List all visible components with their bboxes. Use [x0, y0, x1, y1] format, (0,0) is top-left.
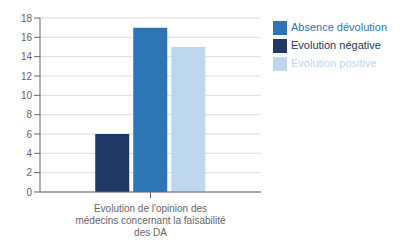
html-text:Evolution positive: Evolution positive — [291, 57, 377, 69]
html-text:Absence dévolution: Absence dévolution — [291, 21, 387, 33]
svg-text:0: 0 — [26, 187, 32, 198]
svg-text:18: 18 — [21, 13, 33, 24]
svg-text:14: 14 — [21, 51, 33, 62]
svg-text:4: 4 — [26, 148, 32, 159]
svg-text:10: 10 — [21, 90, 33, 101]
html-text:Evolution négative: Evolution négative — [291, 39, 381, 51]
svg-text:6: 6 — [26, 129, 32, 140]
svg-text:2: 2 — [26, 167, 32, 178]
svg-text:12: 12 — [21, 71, 33, 82]
svg-text:Evolution de l'opinion desméde: Evolution de l'opinion desmédecins conce… — [75, 203, 226, 238]
svg-text:8: 8 — [26, 109, 32, 120]
svg-text:16: 16 — [21, 32, 33, 43]
